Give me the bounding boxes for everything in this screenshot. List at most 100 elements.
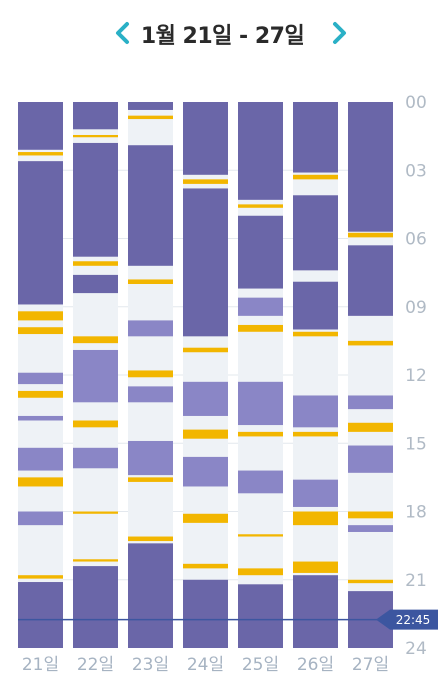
feeding-mark[interactable] (18, 311, 63, 321)
deep-sleep-bar[interactable] (238, 102, 283, 200)
deep-sleep-bar[interactable] (73, 102, 118, 130)
deep-sleep-bar[interactable] (128, 543, 173, 648)
week-header: 1월 21일 - 27일 (0, 14, 445, 54)
feeding-mark[interactable] (238, 534, 283, 537)
feeding-mark[interactable] (238, 431, 283, 437)
light-sleep-bar[interactable] (293, 479, 338, 507)
deep-sleep-bar[interactable] (348, 102, 393, 232)
deep-sleep-bar[interactable] (128, 102, 173, 110)
week-title: 1월 21일 - 27일 (140, 24, 305, 49)
feeding-mark[interactable] (183, 563, 228, 569)
feeding-mark[interactable] (348, 511, 393, 519)
feeding-mark[interactable] (128, 370, 173, 378)
light-sleep-bar[interactable] (128, 320, 173, 337)
deep-sleep-bar[interactable] (183, 102, 228, 175)
light-sleep-bar[interactable] (73, 349, 118, 403)
light-sleep-bar[interactable] (128, 386, 173, 403)
feeding-mark[interactable] (18, 327, 63, 335)
feeding-mark[interactable] (348, 422, 393, 432)
light-sleep-bar[interactable] (348, 445, 393, 473)
feeding-mark[interactable] (293, 561, 338, 573)
day-column[interactable] (293, 102, 338, 648)
feeding-mark[interactable] (183, 513, 228, 523)
feeding-mark[interactable] (73, 511, 118, 514)
feeding-mark[interactable] (183, 179, 228, 184)
deep-sleep-bar[interactable] (183, 188, 228, 337)
feeding-mark[interactable] (348, 579, 393, 584)
feeding-mark[interactable] (18, 477, 63, 487)
feeding-mark[interactable] (293, 431, 338, 437)
feeding-mark[interactable] (238, 324, 283, 332)
feeding-mark[interactable] (238, 204, 283, 208)
hour-tick-label: 21 (405, 571, 427, 591)
feeding-mark[interactable] (348, 340, 393, 346)
deep-sleep-bar[interactable] (18, 102, 63, 150)
day-label: 25일 (242, 655, 279, 675)
deep-sleep-bar[interactable] (128, 145, 173, 266)
feeding-mark[interactable] (128, 115, 173, 120)
hour-tick-label: 09 (405, 298, 427, 318)
light-sleep-bar[interactable] (238, 470, 283, 494)
feeding-mark[interactable] (293, 174, 338, 180)
deep-sleep-bar[interactable] (238, 584, 283, 648)
feeding-mark[interactable] (18, 390, 63, 398)
light-sleep-bar[interactable] (18, 372, 63, 385)
feeding-mark[interactable] (128, 477, 173, 482)
deep-sleep-bar[interactable] (348, 245, 393, 316)
hour-tick-label: 15 (405, 434, 427, 454)
feeding-mark[interactable] (73, 261, 118, 266)
feeding-mark[interactable] (18, 575, 63, 579)
light-sleep-bar[interactable] (238, 381, 283, 426)
hour-tick-label: 03 (405, 161, 427, 181)
light-sleep-bar[interactable] (348, 525, 393, 532)
feeding-mark[interactable] (293, 511, 338, 526)
chevron-right-icon (333, 22, 346, 44)
hour-tick-label: 18 (405, 503, 427, 523)
feeding-mark[interactable] (128, 536, 173, 542)
deep-sleep-bar[interactable] (238, 215, 283, 289)
deep-sleep-bar[interactable] (293, 575, 338, 648)
light-sleep-bar[interactable] (18, 447, 63, 471)
light-sleep-bar[interactable] (293, 395, 338, 428)
light-sleep-bar[interactable] (183, 456, 228, 487)
day-label: 21일 (22, 655, 59, 675)
hour-tick-label: 24 (405, 639, 427, 659)
next-week-button[interactable] (324, 18, 354, 48)
deep-sleep-bar[interactable] (73, 274, 118, 294)
deep-sleep-bar[interactable] (18, 582, 63, 648)
feeding-mark[interactable] (183, 429, 228, 439)
hour-tick-label: 06 (405, 230, 427, 250)
feeding-mark[interactable] (18, 152, 63, 156)
feeding-mark[interactable] (73, 420, 118, 428)
light-sleep-bar[interactable] (128, 440, 173, 476)
light-sleep-bar[interactable] (183, 381, 228, 416)
feeding-mark[interactable] (73, 559, 118, 562)
feeding-mark[interactable] (73, 134, 118, 138)
hour-tick-label: 12 (405, 366, 427, 386)
feeding-mark[interactable] (128, 279, 173, 284)
day-label: 23일 (132, 655, 169, 675)
feeding-mark[interactable] (293, 331, 338, 337)
feeding-mark[interactable] (73, 336, 118, 344)
light-sleep-bar[interactable] (18, 415, 63, 421)
prev-week-button[interactable] (108, 18, 138, 48)
hour-tick-label: 00 (405, 93, 427, 113)
feeding-mark[interactable] (238, 568, 283, 576)
day-label: 22일 (77, 655, 114, 675)
deep-sleep-bar[interactable] (73, 566, 118, 648)
deep-sleep-bar[interactable] (73, 142, 118, 257)
light-sleep-bar[interactable] (18, 511, 63, 526)
light-sleep-bar[interactable] (73, 447, 118, 469)
deep-sleep-bar[interactable] (18, 161, 63, 305)
light-sleep-bar[interactable] (238, 297, 283, 316)
feeding-mark[interactable] (348, 232, 393, 238)
light-sleep-bar[interactable] (348, 395, 393, 410)
deep-sleep-bar[interactable] (293, 102, 338, 173)
day-label: 27일 (352, 655, 389, 675)
deep-sleep-bar[interactable] (293, 281, 338, 330)
feeding-mark[interactable] (183, 347, 228, 353)
deep-sleep-bar[interactable] (293, 195, 338, 271)
day-label: 26일 (297, 655, 334, 675)
deep-sleep-bar[interactable] (183, 579, 228, 648)
